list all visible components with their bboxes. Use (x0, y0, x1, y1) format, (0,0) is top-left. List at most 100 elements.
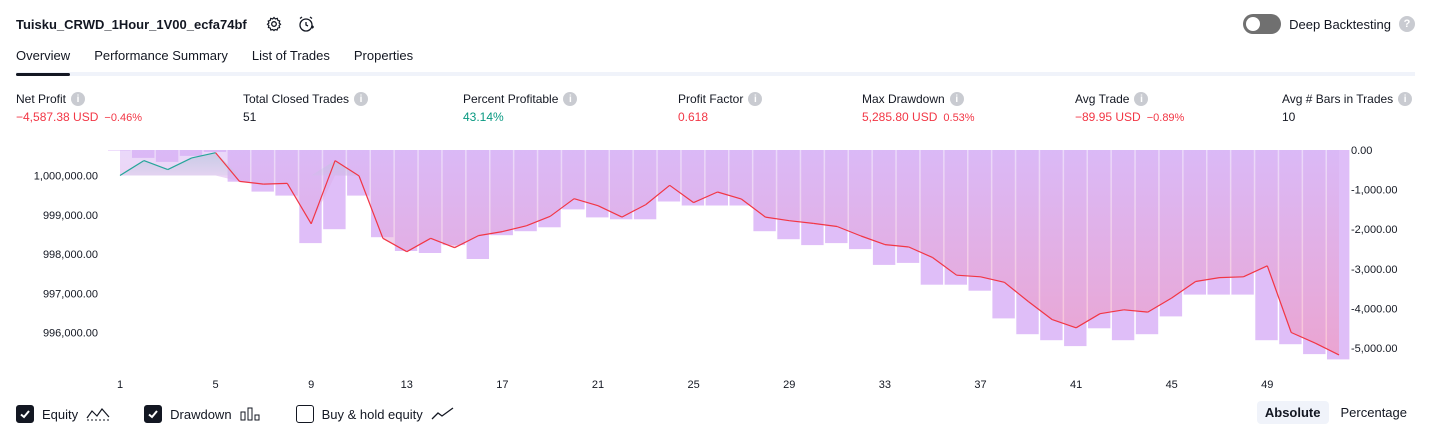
equity-segment (1266, 265, 1292, 333)
absolute-mode-button[interactable]: Absolute (1256, 401, 1329, 424)
equity-segment (119, 160, 145, 177)
equity-segment (454, 235, 479, 249)
equity-segment (884, 244, 909, 248)
info-icon[interactable]: i (354, 92, 369, 106)
trade-tick-label: 9 (308, 379, 314, 391)
metric-avg-bars-in-trades: Avg # Bars in Trades i 10 (1282, 92, 1413, 124)
legend-label: Buy & hold equity (321, 406, 423, 422)
metric-avg-trade: Avg Trade i −89.95 USD −0.89% (1075, 92, 1184, 124)
equity-segment (358, 175, 384, 239)
tab-properties[interactable]: Properties (353, 48, 414, 63)
equity-loss-area (120, 150, 1339, 355)
drawdown-bar (108, 150, 131, 151)
equity-tick-label: 996,000.00 (43, 328, 98, 340)
drawdown-tick-label: -4,000.00 (1351, 304, 1397, 316)
metric-profit-factor: Profit Factor i 0.618 (678, 92, 763, 124)
equity-segment (406, 237, 431, 253)
metric-label: Avg # Bars in Trades (1282, 92, 1394, 106)
equity-segment (1123, 309, 1148, 313)
tab-list-of-trades[interactable]: List of Trades (251, 48, 330, 63)
trade-tick-label: 25 (687, 379, 699, 391)
legend-label: Equity (42, 406, 79, 422)
equity-segment (693, 191, 718, 204)
equity-tick-label: 1,000,000.00 (34, 171, 98, 183)
trade-tick-label: 17 (496, 379, 508, 391)
equity-segment (1290, 331, 1316, 344)
question-mark-icon[interactable]: ? (1399, 16, 1415, 32)
equity-checkbox[interactable] (16, 405, 34, 423)
info-icon[interactable]: i (949, 92, 964, 106)
info-icon[interactable]: i (563, 92, 578, 106)
legend-label: Drawdown (170, 406, 232, 422)
equity-tick-label: 999,000.00 (43, 210, 98, 222)
metric-value: 43.14% (463, 110, 504, 124)
equity-segment (382, 237, 408, 253)
equity-segment (860, 235, 886, 246)
legend-equity[interactable]: Equity (16, 405, 110, 423)
metric-label: Percent Profitable (463, 92, 559, 106)
equity-segment (310, 160, 336, 225)
equity-segment (621, 204, 647, 218)
metric-sub-value: −0.89% (1146, 112, 1185, 124)
equity-segment (980, 276, 1005, 283)
drawdown-tick-label: -5,000.00 (1351, 343, 1397, 355)
metric-value: −89.95 USD (1075, 110, 1141, 124)
legend-drawdown[interactable]: Drawdown (144, 405, 261, 423)
metric-sub-value: 0.53% (943, 112, 975, 124)
trade-tick-label: 37 (974, 379, 986, 391)
equity-segment (1099, 309, 1124, 315)
legend-buy-hold-equity[interactable]: Buy & hold equity (295, 405, 455, 423)
equity-segment (813, 222, 838, 228)
metric-net-profit: Net Profit i −4,587.38 USD −0.46% (16, 92, 142, 124)
trade-tick-label: 41 (1070, 379, 1082, 391)
equity-segment (1219, 276, 1244, 279)
equity-tick-label: 997,000.00 (43, 288, 98, 300)
drawdown-checkbox[interactable] (144, 405, 163, 423)
equity-segment (836, 225, 862, 237)
equity-segment (1195, 277, 1220, 283)
equity-segment (1075, 313, 1101, 329)
equity-segment (645, 184, 671, 206)
equity-segment (263, 182, 288, 185)
info-icon[interactable]: i (748, 92, 763, 106)
trade-tick-label: 13 (401, 379, 413, 391)
metric-label: Total Closed Trades (243, 92, 350, 106)
equity-drawdown-chart[interactable]: 1,000,000.00 999,000.00 998,000.00 997,000.… (0, 140, 1431, 400)
equity-line-icon (86, 408, 110, 421)
metric-label: Net Profit (16, 92, 67, 106)
metric-sub-value: −0.46% (104, 112, 143, 124)
drawdown-axis: 0.00 -1,000.00 -2,000.00 -3,000.00 -4,000.00… (1351, 145, 1397, 355)
info-icon[interactable]: i (71, 92, 86, 106)
percentage-mode-button[interactable]: Percentage (1340, 405, 1408, 420)
equity-segment (478, 231, 503, 237)
trade-number-axis: 1 5 9 13 17 21 25 29 33 37 41 45 49 (117, 379, 1273, 391)
tab-performance-summary[interactable]: Performance Summary (94, 48, 228, 63)
equity-segment (741, 198, 766, 218)
tab-overview[interactable]: Overview (16, 44, 71, 76)
equity-segment (1147, 297, 1173, 313)
drawdown-bars-icon (240, 407, 260, 421)
buy-hold-checkbox[interactable] (295, 405, 314, 423)
equity-segment (526, 215, 551, 227)
equity-area (120, 150, 1339, 355)
trade-tick-label: 5 (213, 379, 219, 391)
chart-legend: Equity Drawdown Buy & hold equity (16, 404, 489, 424)
deep-backtesting-toggle[interactable] (1243, 14, 1282, 34)
equity-segment (334, 160, 360, 177)
metric-value: −4,587.38 USD (16, 110, 99, 124)
trade-tick-label: 21 (592, 379, 604, 391)
equity-segment (191, 152, 216, 159)
gear-icon[interactable] (263, 13, 285, 35)
trade-tick-label: 33 (879, 379, 891, 391)
trade-tick-label: 45 (1166, 379, 1178, 391)
alarm-clock-icon[interactable] (295, 13, 317, 35)
info-icon[interactable]: i (1134, 92, 1149, 106)
equity-segment (1027, 301, 1053, 321)
metric-label: Avg Trade (1075, 92, 1130, 106)
equity-segment (573, 198, 599, 207)
equity-segment (1052, 319, 1077, 329)
metric-max-drawdown: Max Drawdown i 5,285.80 USD 0.53% (862, 92, 975, 124)
equity-segment (430, 237, 455, 249)
info-icon[interactable]: i (1398, 92, 1413, 106)
equity-segment (597, 205, 623, 218)
